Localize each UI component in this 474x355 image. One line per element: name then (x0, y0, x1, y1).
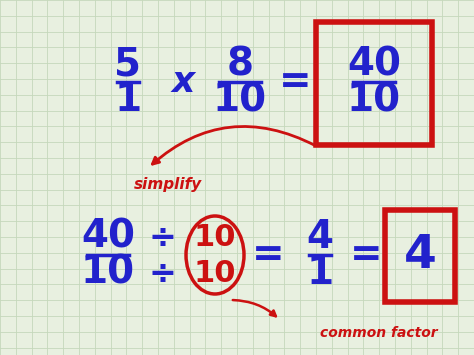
Text: 40: 40 (81, 218, 135, 256)
Text: simplify: simplify (134, 178, 202, 192)
Bar (316, 22, 432, 145)
Bar (385, 210, 455, 302)
Text: common factor: common factor (320, 326, 438, 340)
Text: 8: 8 (227, 45, 254, 83)
Text: =: = (252, 236, 284, 274)
Text: 40: 40 (347, 45, 401, 83)
Text: =: = (279, 63, 311, 101)
Text: =: = (350, 236, 383, 274)
Text: 10: 10 (194, 258, 236, 288)
Text: x: x (172, 65, 195, 99)
Text: ÷: ÷ (148, 220, 176, 253)
Text: 4: 4 (307, 218, 334, 256)
Text: 10: 10 (194, 223, 236, 251)
Text: 10: 10 (213, 81, 267, 119)
Text: 1: 1 (306, 254, 334, 292)
Text: 10: 10 (347, 81, 401, 119)
Text: 10: 10 (81, 254, 135, 292)
Text: 5: 5 (115, 45, 142, 83)
Text: 4: 4 (403, 233, 437, 278)
Text: 1: 1 (114, 81, 142, 119)
Text: ÷: ÷ (148, 257, 176, 289)
